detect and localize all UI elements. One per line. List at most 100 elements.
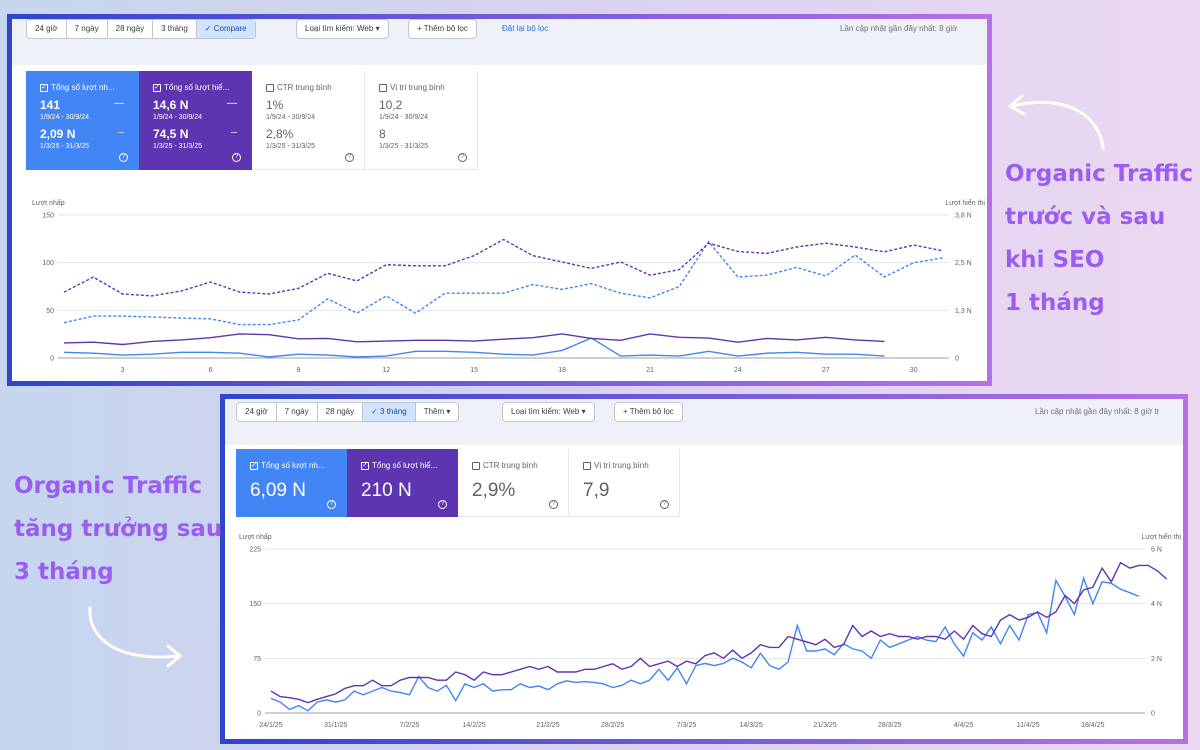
date-range-option[interactable]: 7 ngày	[277, 403, 318, 421]
filter-bar: 24 giờ 7 ngày 28 ngày ✓ 3 tháng Thêm ▾ Loại …	[225, 399, 1183, 445]
metric-card[interactable]: ✓ Tổng số lượt nh... 141 1/9/24 - 30/9/24 2,…	[26, 71, 139, 170]
dropdown-caret-icon: ▾	[581, 407, 586, 416]
help-icon[interactable]: ?	[458, 153, 467, 162]
search-type-dropdown[interactable]: Loại tìm kiếm: Web ▾	[296, 19, 389, 39]
x-tick: 4/4/25	[954, 722, 974, 729]
checkbox-icon[interactable]: ✓	[40, 83, 48, 92]
y-tick-right: 4 N	[1151, 601, 1162, 608]
x-tick: 21/3/25	[813, 722, 836, 729]
search-type-dropdown[interactable]: Loại tìm kiếm: Web ▾	[502, 402, 595, 422]
help-icon[interactable]: ?	[327, 500, 336, 509]
x-tick: 15	[470, 367, 478, 374]
metric-value-before: 14,6 N	[153, 98, 189, 112]
metric-card-label-text: Vị trí trung bình	[390, 83, 445, 92]
metric-card-label-text: CTR trung bình	[277, 83, 332, 92]
checkbox-icon[interactable]	[472, 461, 480, 470]
checkbox-icon[interactable]: ✓	[361, 461, 369, 470]
annotation-left-line-3: 3 tháng	[14, 559, 114, 585]
metric-value-before: 1%	[266, 98, 284, 112]
y-axis-title-right: Lượt hiển thị	[945, 199, 985, 207]
metric-card[interactable]: Vị trí trung bình 7,9?	[569, 449, 680, 517]
x-tick: 30	[910, 367, 918, 374]
date-range-option[interactable]: Thêm ▾	[423, 407, 451, 416]
plus-icon: +	[417, 24, 424, 33]
help-icon[interactable]: ?	[119, 153, 128, 162]
help-icon[interactable]: ?	[438, 500, 447, 509]
date-range-option[interactable]: ✓ Compare	[196, 20, 255, 38]
date-range-option[interactable]: ✓ 3 tháng	[363, 403, 416, 421]
gsc-panel-3-months: 24 giờ 7 ngày 28 ngày ✓ 3 tháng Thêm ▾ Loại …	[220, 394, 1188, 744]
performance-chart-compare: Lượt nhấp Lượt hiển thị 0 0 50 1,3 N 100 2,5 N 1…	[32, 198, 985, 374]
annotation-right-line-1: Organic Traffic	[1005, 161, 1194, 187]
checkbox-icon[interactable]	[583, 461, 591, 470]
dropdown-caret-icon: ▾	[375, 24, 380, 33]
date-range-option[interactable]: 28 ngày	[108, 20, 154, 38]
metric-card[interactable]: ✓ Tổng số lượt hiể... 14,6 N 1/9/24 - 30/9/…	[139, 71, 252, 170]
metric-value: 210 N	[361, 480, 412, 501]
metric-value: 2,9%	[472, 480, 516, 501]
x-tick: 27	[822, 367, 830, 374]
metric-value-after: 2,09 N	[40, 127, 76, 141]
metric-card-label-text: Tổng số lượt hiể...	[164, 83, 230, 92]
metric-card[interactable]: ✓ Tổng số lượt hiể... 210 N?	[347, 449, 458, 517]
x-tick: 21	[646, 367, 654, 374]
checkbox-icon[interactable]	[379, 83, 387, 92]
checkbox-icon[interactable]: ✓	[153, 83, 161, 92]
metric-value: 7,9	[583, 480, 610, 501]
y-tick-left: 225	[249, 547, 261, 554]
metric-card-label: ✓ Tổng số lượt hiể...	[153, 83, 251, 92]
y-axis-title-left: Lượt nhấp	[32, 198, 65, 207]
add-filter-label: Thêm bộ lọc	[423, 24, 468, 33]
help-icon[interactable]: ?	[345, 153, 354, 162]
date-range-option[interactable]: 24 giờ	[27, 20, 67, 38]
help-icon[interactable]: ?	[549, 500, 558, 509]
help-icon[interactable]: ?	[660, 500, 669, 509]
metric-card-label: CTR trung bình	[266, 83, 364, 92]
series-line-1	[63, 240, 944, 326]
x-tick: 31/1/25	[324, 722, 347, 729]
series-line-0	[270, 575, 1140, 712]
metric-value-after: 74,5 N	[153, 127, 189, 141]
help-icon[interactable]: ?	[232, 153, 241, 162]
metric-card[interactable]: CTR trung bình 1% 1/9/24 - 30/9/24 2,8% 1/3/…	[252, 71, 365, 170]
metric-value: 6,09 N	[250, 480, 306, 501]
date-range-option[interactable]: 28 ngày	[318, 403, 364, 421]
metric-range-before: 1/9/24 - 30/9/24	[40, 114, 90, 121]
x-tick: 24	[734, 367, 742, 374]
metric-card-label: CTR trung bình	[472, 461, 568, 470]
checkbox-icon[interactable]	[266, 83, 274, 92]
add-filter-label: Thêm bộ lọc	[629, 407, 674, 416]
metric-card[interactable]: CTR trung bình 2,9%?	[458, 449, 569, 517]
metric-card-label-text: Vị trí trung bình	[594, 461, 649, 470]
y-tick-right: 1,3 N	[955, 308, 972, 315]
date-range-option[interactable]: 7 ngày	[67, 20, 108, 38]
search-type-label: Loại tìm kiếm: Web	[305, 24, 374, 33]
date-range-option[interactable]: 24 giờ	[237, 403, 277, 421]
metric-card-label: Vị trí trung bình	[583, 461, 679, 470]
annotation-right: Organic Traffic trước và sau khi SEO 1 t…	[1005, 153, 1193, 325]
last-updated-text: Lần cập nhật gần đây nhất: 8 giờ tr	[1035, 407, 1160, 416]
y-axis-title-right: Lượt hiển thị	[1141, 533, 1181, 541]
gsc-panel-compare: 24 giờ 7 ngày 28 ngày 3 tháng ✓ Compare Loại…	[7, 14, 992, 386]
y-tick-left: 150	[42, 213, 54, 220]
y-tick-right: 3,8 N	[955, 213, 972, 220]
annotation-right-line-2: trước và sau	[1005, 204, 1166, 230]
x-tick: 12	[382, 367, 390, 374]
metric-card-label: Vị trí trung bình	[379, 83, 477, 92]
checkbox-icon[interactable]: ✓	[250, 461, 258, 470]
x-tick: 28/2/25	[601, 722, 624, 729]
add-filter-button[interactable]: + Thêm bộ lọc	[408, 19, 477, 39]
metric-range-after: 1/3/25 - 31/3/25	[379, 143, 429, 150]
x-tick: 21/2/25	[536, 722, 559, 729]
annotation-right-line-4: 1 tháng	[1005, 290, 1105, 316]
series-line-1	[270, 561, 1168, 704]
metric-card[interactable]: ✓ Tổng số lượt nh... 6,09 N?	[236, 449, 347, 517]
y-tick-left: 100	[42, 260, 54, 267]
metric-card[interactable]: Vị trí trung bình 10,2 1/9/24 - 30/9/24 8 1/…	[365, 71, 478, 170]
reset-filter-link[interactable]: Đặt lại bộ lọc	[502, 24, 549, 33]
add-filter-button[interactable]: + Thêm bộ lọc	[614, 402, 683, 422]
series-line-3	[63, 238, 944, 297]
x-tick: 9	[296, 367, 300, 374]
date-range-option[interactable]: 3 tháng	[153, 20, 197, 38]
x-tick: 14/3/25	[739, 722, 762, 729]
